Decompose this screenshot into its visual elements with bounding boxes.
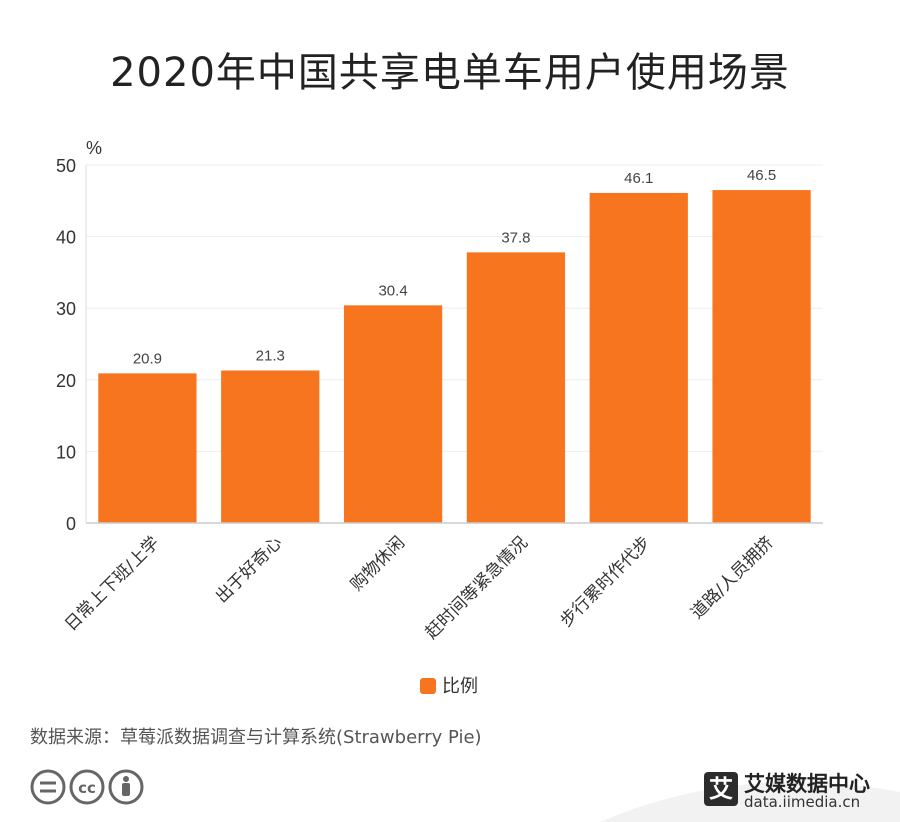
- data-labels: 20.9 21.3 30.4 37.8 46.1 46.5: [133, 167, 776, 367]
- brand-logo: 艾 艾媒数据中心 data.iimedia.cn: [704, 768, 880, 812]
- legend-swatch: [420, 678, 436, 694]
- bar-chart: 0 10 20 30 40 50 % 20.9 21.3 30.4 37.8 46.1 46.5 日…: [56, 138, 823, 697]
- gridlines: [86, 164, 823, 452]
- legend: 比例: [420, 676, 478, 697]
- data-label: 30.4: [378, 282, 407, 299]
- x-tick-label: 道路/人员拥挤: [687, 533, 777, 623]
- data-label: 37.8: [501, 229, 530, 246]
- data-label: 46.5: [747, 167, 776, 184]
- data-label: 46.1: [624, 170, 653, 187]
- brand-url: data.iimedia.cn: [744, 793, 861, 811]
- x-tick-labels: 日常上下班/上学 出于好奇心 购物休闲 赶时间等紧急情况 步行累时作代步 道路/人员拥挤: [61, 533, 778, 643]
- x-tick-label: 步行累时作代步: [556, 533, 654, 631]
- legend-label: 比例: [442, 676, 478, 697]
- bar: [98, 373, 197, 523]
- bar: [589, 192, 688, 523]
- equals-icon: [30, 769, 66, 805]
- x-tick-label: 赶时间等紧急情况: [422, 533, 532, 643]
- source-note: 数据来源：草莓派数据调查与计算系统(Strawberry Pie): [30, 727, 482, 748]
- bars: [98, 190, 811, 524]
- y-tick-label: 20: [56, 371, 76, 391]
- svg-text:cc: cc: [78, 779, 96, 797]
- x-tick-label: 购物休闲: [347, 533, 409, 595]
- bar: [343, 305, 443, 523]
- data-label: 21.3: [256, 347, 285, 364]
- chart-title: 2020年中国共享电单车用户使用场景: [110, 50, 790, 96]
- license-icons: cc: [30, 768, 150, 813]
- bar: [466, 252, 566, 524]
- x-tick-label: 出于好奇心: [212, 533, 286, 607]
- y-axis-unit: %: [86, 138, 102, 158]
- brand-mark: 艾: [704, 772, 738, 806]
- bar: [712, 190, 811, 523]
- person-icon: [108, 769, 144, 805]
- brand-name: 艾媒数据中心: [744, 772, 870, 796]
- x-tick-label: 日常上下班/上学: [61, 533, 163, 635]
- bar: [221, 370, 320, 523]
- data-label: 20.9: [133, 350, 162, 367]
- y-tick-labels: 0 10 20 30 40 50: [56, 156, 76, 534]
- y-tick-label: 50: [56, 156, 76, 176]
- corner-decoration: [600, 782, 900, 822]
- y-tick-label: 0: [66, 514, 76, 534]
- y-tick-label: 30: [56, 299, 76, 319]
- y-tick-label: 10: [56, 442, 76, 462]
- cc-icon: cc: [69, 769, 105, 805]
- y-tick-label: 40: [56, 228, 76, 248]
